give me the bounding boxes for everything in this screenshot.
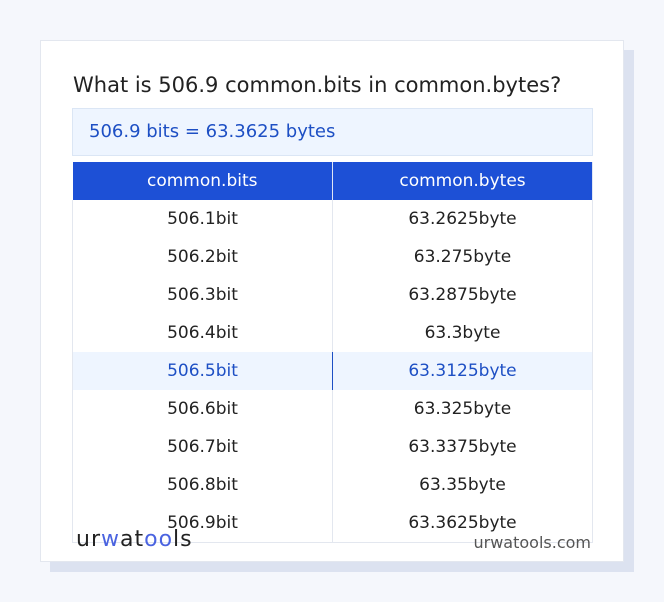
bytes-cell: 63.325byte xyxy=(332,390,593,428)
bits-cell: 506.4bit xyxy=(72,314,333,352)
bits-cell: 506.9bit xyxy=(72,504,333,543)
bits-cell: 506.8bit xyxy=(72,466,333,504)
bits-cell: 506.2bit xyxy=(72,238,333,276)
bytes-cell: 63.3375byte xyxy=(332,428,593,466)
bytes-cell: 63.3625byte xyxy=(332,504,593,543)
bytes-cell: 63.2625byte xyxy=(332,200,593,238)
converter-card: What is 506.9 common.bits in common.byte… xyxy=(40,40,624,562)
bytes-cell: 63.3125byte xyxy=(332,352,593,390)
bytes-cell: 63.35byte xyxy=(332,466,593,504)
table-row: 506.4bit 63.3byte xyxy=(72,314,593,352)
table-row: 506.9bit 63.3625byte xyxy=(72,504,593,543)
bytes-cell: 63.275byte xyxy=(332,238,593,276)
table-row: 506.8bit 63.35byte xyxy=(72,466,593,504)
bits-cell: 506.1bit xyxy=(72,200,333,238)
page-title: What is 506.9 common.bits in common.byte… xyxy=(73,73,562,97)
header-bits: common.bits xyxy=(72,162,333,200)
bytes-cell: 63.2875byte xyxy=(332,276,593,314)
result-box: 506.9 bits = 63.3625 bytes xyxy=(72,108,593,156)
conversion-table: common.bits common.bytes 506.1bit 63.2625b… xyxy=(72,162,593,543)
table-row: 506.2bit 63.275byte xyxy=(72,238,593,276)
table-row: 506.5bit 63.3125byte xyxy=(72,352,593,390)
table-row: 506.7bit 63.3375byte xyxy=(72,428,593,466)
bits-cell: 506.5bit xyxy=(72,352,333,390)
bits-cell: 506.6bit xyxy=(72,390,333,428)
urwatools-logo[interactable]: urwatools xyxy=(76,527,193,552)
table-row: 506.6bit 63.325byte xyxy=(72,390,593,428)
table-row: 506.3bit 63.2875byte xyxy=(72,276,593,314)
bits-cell: 506.3bit xyxy=(72,276,333,314)
header-bytes: common.bytes xyxy=(332,162,593,200)
site-link[interactable]: urwatools.com xyxy=(473,533,592,552)
table-row: 506.1bit 63.2625byte xyxy=(72,200,593,238)
bits-cell: 506.7bit xyxy=(72,428,333,466)
bytes-cell: 63.3byte xyxy=(332,314,593,352)
